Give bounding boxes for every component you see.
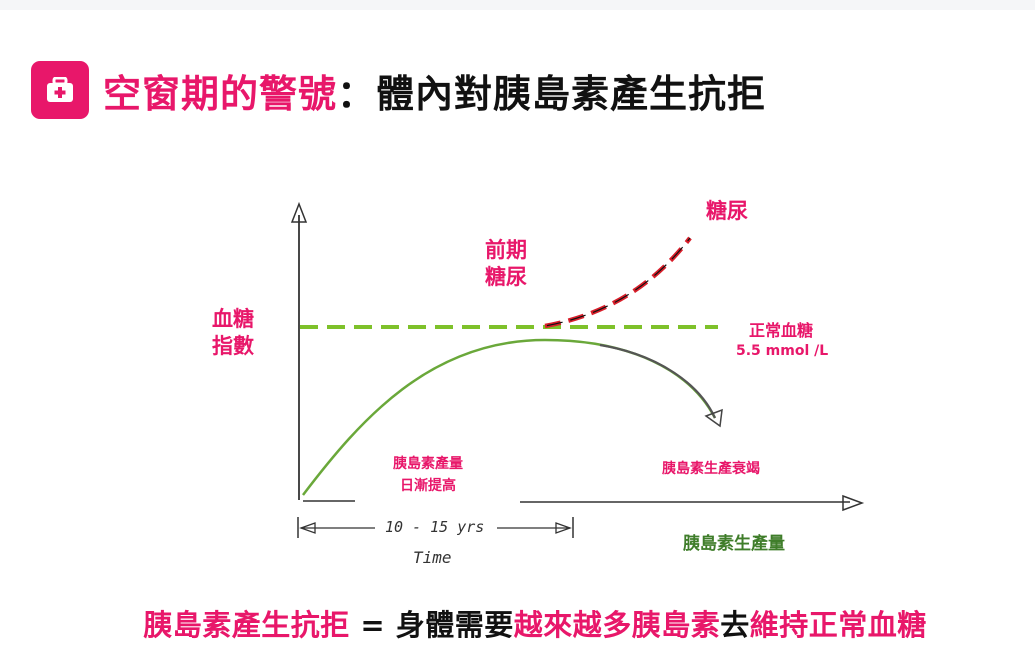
diabetes-curve-shadow [544,237,691,327]
title-rest: ：體內對胰島素產生抗拒 [337,71,767,116]
insulin-decline-curve [599,343,717,419]
y-axis-label: 血糖 指數 [212,307,254,358]
page-header: 空窗期的警號：體內對胰島素產生抗拒 [31,60,766,120]
insulin-production-label: 胰島素生產量 [683,534,785,554]
footer-part3: 越來越多胰島素 [513,608,721,642]
decline-arrow-head [704,408,723,428]
prediabetes-label: 前期 糖尿 [485,238,527,289]
insulin-rising-label: 胰島素產量 日漸提高 [393,456,463,494]
normal-glucose-label: 正常血糖 [749,321,814,340]
insulin-failing-label: 胰島素生產衰竭 [662,461,760,477]
footer-part2: = 身體需要 [349,608,514,642]
footer-part4: 去 [720,608,750,642]
diabetes-label: 糖尿 [706,199,748,223]
footer-summary: 胰島素產生抗拒 = 身體需要越來越多胰島素去維持正常血糖 [0,602,1035,644]
y-axis-arrow [290,201,308,223]
insulin-curve [302,338,717,496]
footer-part5: 維持正常血糖 [749,608,927,642]
title-highlight: 空窗期的警號 [103,71,338,116]
first-aid-icon [31,61,89,119]
footer-part1: 胰島素產生抗拒 [143,608,350,642]
normal-glucose-value: 5.5 mmol /L [736,343,829,359]
time-label: Time [413,548,452,567]
x-axis-arrow [842,494,865,512]
diabetes-curve [544,236,692,329]
duration-right-arrow [555,522,572,534]
page-title: 空窗期的警號：體內對胰島素產生抗拒 [103,63,766,118]
top-bar [0,0,1035,10]
duration-label: 10 - 15 yrs [385,518,485,536]
